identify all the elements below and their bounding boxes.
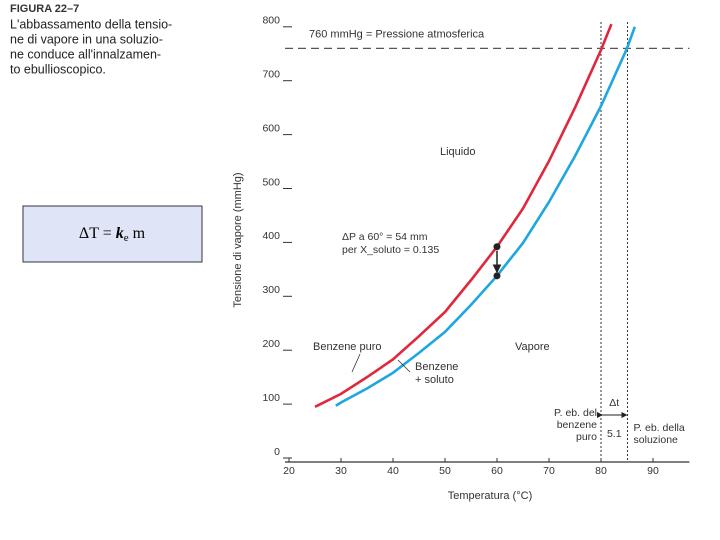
caption-line: ne di vapore in una soluzio- <box>10 32 163 46</box>
series-line <box>335 26 637 407</box>
boiling-point-label: puro <box>576 431 597 443</box>
x-tick-label: 20 <box>283 465 295 477</box>
caption-line: L'abbassamento della tensio- <box>10 17 172 31</box>
y-tick-label: 600 <box>262 122 280 134</box>
boiling-point-label: P. eb. della <box>634 422 685 434</box>
y-tick-label: 0 <box>274 446 280 458</box>
delta-p-label: ΔP a 60° = 54 mm <box>342 231 428 243</box>
formula: ΔT = ke m <box>79 225 146 244</box>
y-tick-label: 300 <box>262 284 280 296</box>
caption-line: ne conduce all'innalzamen- <box>10 47 161 61</box>
boiling-point-label: soluzione <box>634 434 679 446</box>
y-tick-label: 500 <box>262 176 280 188</box>
y-tick-label: 800 <box>262 15 280 27</box>
figure-title: FIGURA 22–7 <box>10 3 79 15</box>
x-tick-label: 60 <box>491 465 503 477</box>
x-axis-label: Temperatura (°C) <box>448 490 532 502</box>
series-line <box>314 23 613 408</box>
highlight-point <box>493 272 501 280</box>
series-label: Benzene <box>415 361 458 373</box>
x-tick-label: 40 <box>387 465 399 477</box>
highlight-point <box>493 243 501 251</box>
formula-lhs: ΔT = <box>79 225 116 242</box>
formula-box <box>22 205 203 263</box>
series-leader <box>351 353 361 373</box>
formula-rhs: m <box>129 225 146 242</box>
x-tick-label: 90 <box>647 465 659 477</box>
x-tick-label: 70 <box>543 465 555 477</box>
y-tick-label: 100 <box>262 392 280 404</box>
delta-t-value: 5.1 <box>607 428 622 440</box>
formula-sub: e <box>124 232 129 244</box>
liquid-label: Liquido <box>440 146 475 158</box>
x-tick-label: 80 <box>595 465 607 477</box>
series-label: + soluto <box>415 374 454 386</box>
boiling-point-label: benzene <box>557 419 597 431</box>
series-label: Benzene puro <box>313 341 382 353</box>
x-tick-label: 50 <box>439 465 451 477</box>
y-axis-label: Tensione di vapore (mmHg) <box>232 172 244 307</box>
x-tick-label: 30 <box>335 465 347 477</box>
y-tick-label: 200 <box>262 338 280 350</box>
delta-p-label: per X_soluto = 0.135 <box>342 244 439 256</box>
formula-k: k <box>116 225 124 242</box>
reference-label: 760 mmHg = Pressione atmosferica <box>309 28 485 40</box>
y-tick-label: 700 <box>262 68 280 80</box>
delta-t-symbol: Δt <box>609 397 619 409</box>
vapor-label: Vapore <box>515 341 550 353</box>
boiling-point-label: P. eb. del <box>554 407 597 419</box>
y-tick-label: 400 <box>262 230 280 242</box>
series-leader <box>397 359 411 373</box>
caption-line: to ebullioscopico. <box>10 62 106 76</box>
